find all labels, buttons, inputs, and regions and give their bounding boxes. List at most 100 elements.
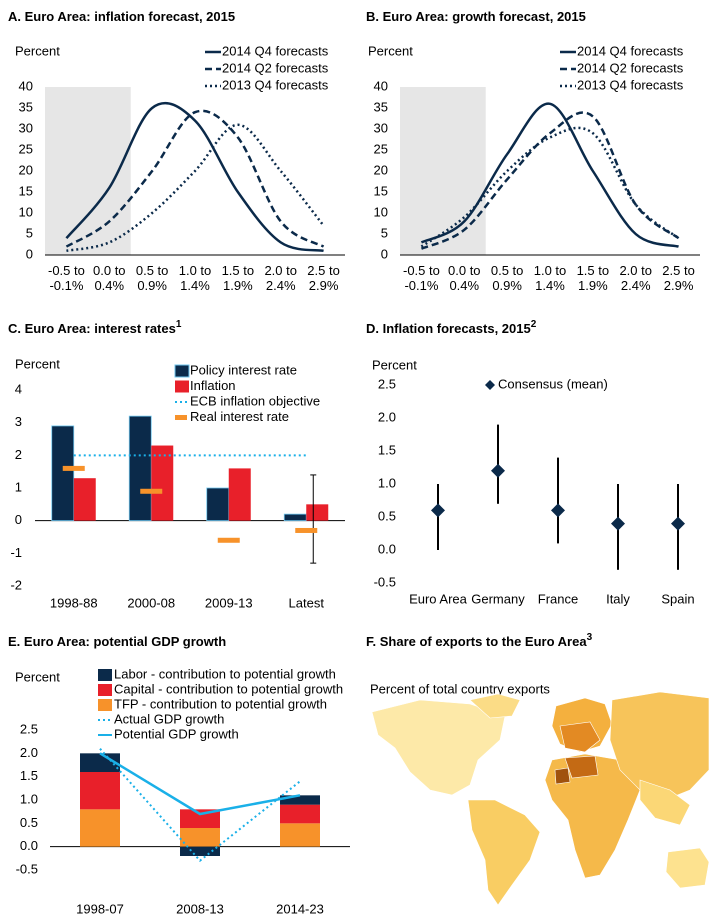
shaded-region: [400, 87, 486, 255]
label-line: 2.4%: [621, 278, 651, 293]
x-tick-label: 2.0 to 2.4%: [264, 263, 297, 293]
y-tick-label: 15: [374, 183, 388, 198]
x-tick-label: 1.5 to 1.9%: [577, 263, 610, 293]
x-tick-label: 0.5 to 0.9%: [136, 263, 169, 293]
y-tick-label: 2.5: [378, 376, 396, 391]
legend-label: ECB inflation objective: [190, 393, 320, 408]
x-tick-label: 0.5 to 0.9%: [491, 263, 524, 293]
map-region: [554, 767, 571, 785]
x-tick-label: 0.0 to 0.4%: [448, 263, 481, 293]
label-line: 2.5 to: [662, 263, 695, 278]
label-line: 1.4%: [535, 278, 565, 293]
y-tick-label: 3: [15, 414, 22, 429]
panel-title: E. Euro Area: potential GDP growth: [8, 634, 226, 649]
legend-label: Potential GDP growth: [114, 726, 239, 741]
x-tick-label: -0.5 to -0.1%: [48, 263, 85, 293]
x-tick-label: 1.5 to 1.9%: [222, 263, 255, 293]
title-note: 3: [587, 632, 593, 643]
y-tick-label: 5: [26, 225, 33, 240]
map-region: [469, 693, 521, 719]
panel-title: C. Euro Area: interest rates1: [8, 319, 182, 337]
legend-label: 2013 Q4 forecasts: [222, 77, 329, 92]
y-axis-label: Percent: [15, 669, 60, 684]
bar: [228, 468, 251, 521]
y-tick-label: 25: [374, 141, 388, 156]
y-tick-label: -2: [10, 577, 22, 592]
title-text: F. Share of exports to the Euro Area: [366, 634, 587, 649]
y-tick-label: 1.0: [378, 475, 396, 490]
stack-segment: [280, 804, 320, 824]
map-region: [609, 691, 709, 801]
mean-marker: [491, 463, 505, 478]
label-line: 0.4%: [94, 278, 124, 293]
y-tick-label: 2.5: [20, 721, 38, 736]
y-axis-label: Percent: [15, 43, 60, 58]
bar: [206, 487, 230, 522]
mean-marker: [671, 516, 685, 531]
y-tick-label: 5: [381, 225, 388, 240]
y-tick-label: 0: [15, 512, 22, 527]
stack-segment: [180, 846, 220, 856]
growth-line: [99, 752, 301, 816]
legend-label: Consensus (mean): [498, 376, 608, 391]
label-line: 1.5 to: [577, 263, 610, 278]
legend-label: 2014 Q4 forecasts: [222, 43, 329, 58]
map-subtitle: Percent of total country exports: [370, 681, 550, 696]
y-tick-label: 0: [26, 246, 33, 261]
legend-swatch: [175, 380, 189, 393]
x-tick-label: 0.0 to 0.4%: [93, 263, 126, 293]
panel-title: A. Euro Area: inflation forecast, 2015: [8, 9, 235, 24]
map-region: [559, 721, 601, 753]
legend-swatch: [175, 415, 187, 420]
legend-label: 2014 Q4 forecasts: [577, 43, 684, 58]
y-axis-label: Percent: [372, 357, 417, 372]
label-line: 0.5 to: [491, 263, 524, 278]
map-region: [665, 847, 709, 889]
legend-swatch: [98, 669, 112, 681]
x-tick-label: 2009-13: [205, 595, 253, 610]
y-tick-label: 35: [374, 99, 388, 114]
y-tick-label: 10: [374, 204, 388, 219]
label-line: 1.4%: [180, 278, 210, 293]
y-axis-label: Percent: [368, 43, 413, 58]
legend-label: Actual GDP growth: [114, 711, 224, 726]
y-tick-label: 40: [374, 78, 388, 93]
real-rate-marker: [62, 465, 85, 471]
legend-label: 2013 Q4 forecasts: [577, 77, 684, 92]
y-tick-label: 0: [381, 246, 388, 261]
stack-segment: [280, 823, 320, 847]
x-tick-label: 1.0 to 1.4%: [179, 263, 212, 293]
x-tick-label: Germany: [471, 591, 525, 606]
y-tick-label: 2.0: [20, 745, 38, 760]
title-note: 2: [531, 319, 537, 330]
shaded-region: [45, 87, 131, 255]
panel-title: D. Inflation forecasts, 20152: [366, 319, 537, 337]
legend-label: Policy interest rate: [190, 362, 297, 377]
real-rate-marker: [295, 527, 318, 533]
x-tick-label: 1.0 to 1.4%: [534, 263, 567, 293]
legend-swatch: [98, 684, 112, 696]
x-tick-label: 2.5 to 2.9%: [662, 263, 695, 293]
x-tick-label: 2.0 to 2.4%: [619, 263, 652, 293]
mean-marker: [611, 516, 625, 531]
legend-swatch: [98, 699, 112, 711]
label-line: 1.9%: [223, 278, 253, 293]
legend-label: Inflation: [190, 378, 236, 393]
y-tick-label: 30: [374, 120, 388, 135]
title-text: C. Euro Area: interest rates: [8, 321, 176, 336]
title-text: D. Inflation forecasts, 2015: [366, 321, 531, 336]
panel-title: F. Share of exports to the Euro Area3: [366, 632, 593, 650]
legend-label: TFP - contribution to potential growth: [114, 696, 327, 711]
map-region: [467, 799, 541, 906]
stack-segment: [80, 772, 120, 810]
forecast-line: [65, 109, 325, 248]
y-tick-label: 0.0: [378, 541, 396, 556]
x-tick-label: 1998-88: [50, 595, 98, 610]
mean-marker: [551, 503, 565, 518]
label-line: 1.0 to: [179, 263, 212, 278]
x-tick-label: 2008-13: [176, 901, 224, 916]
label-line: 0.9%: [137, 278, 167, 293]
label-line: 1.0 to: [534, 263, 567, 278]
label-line: 1.5 to: [222, 263, 255, 278]
